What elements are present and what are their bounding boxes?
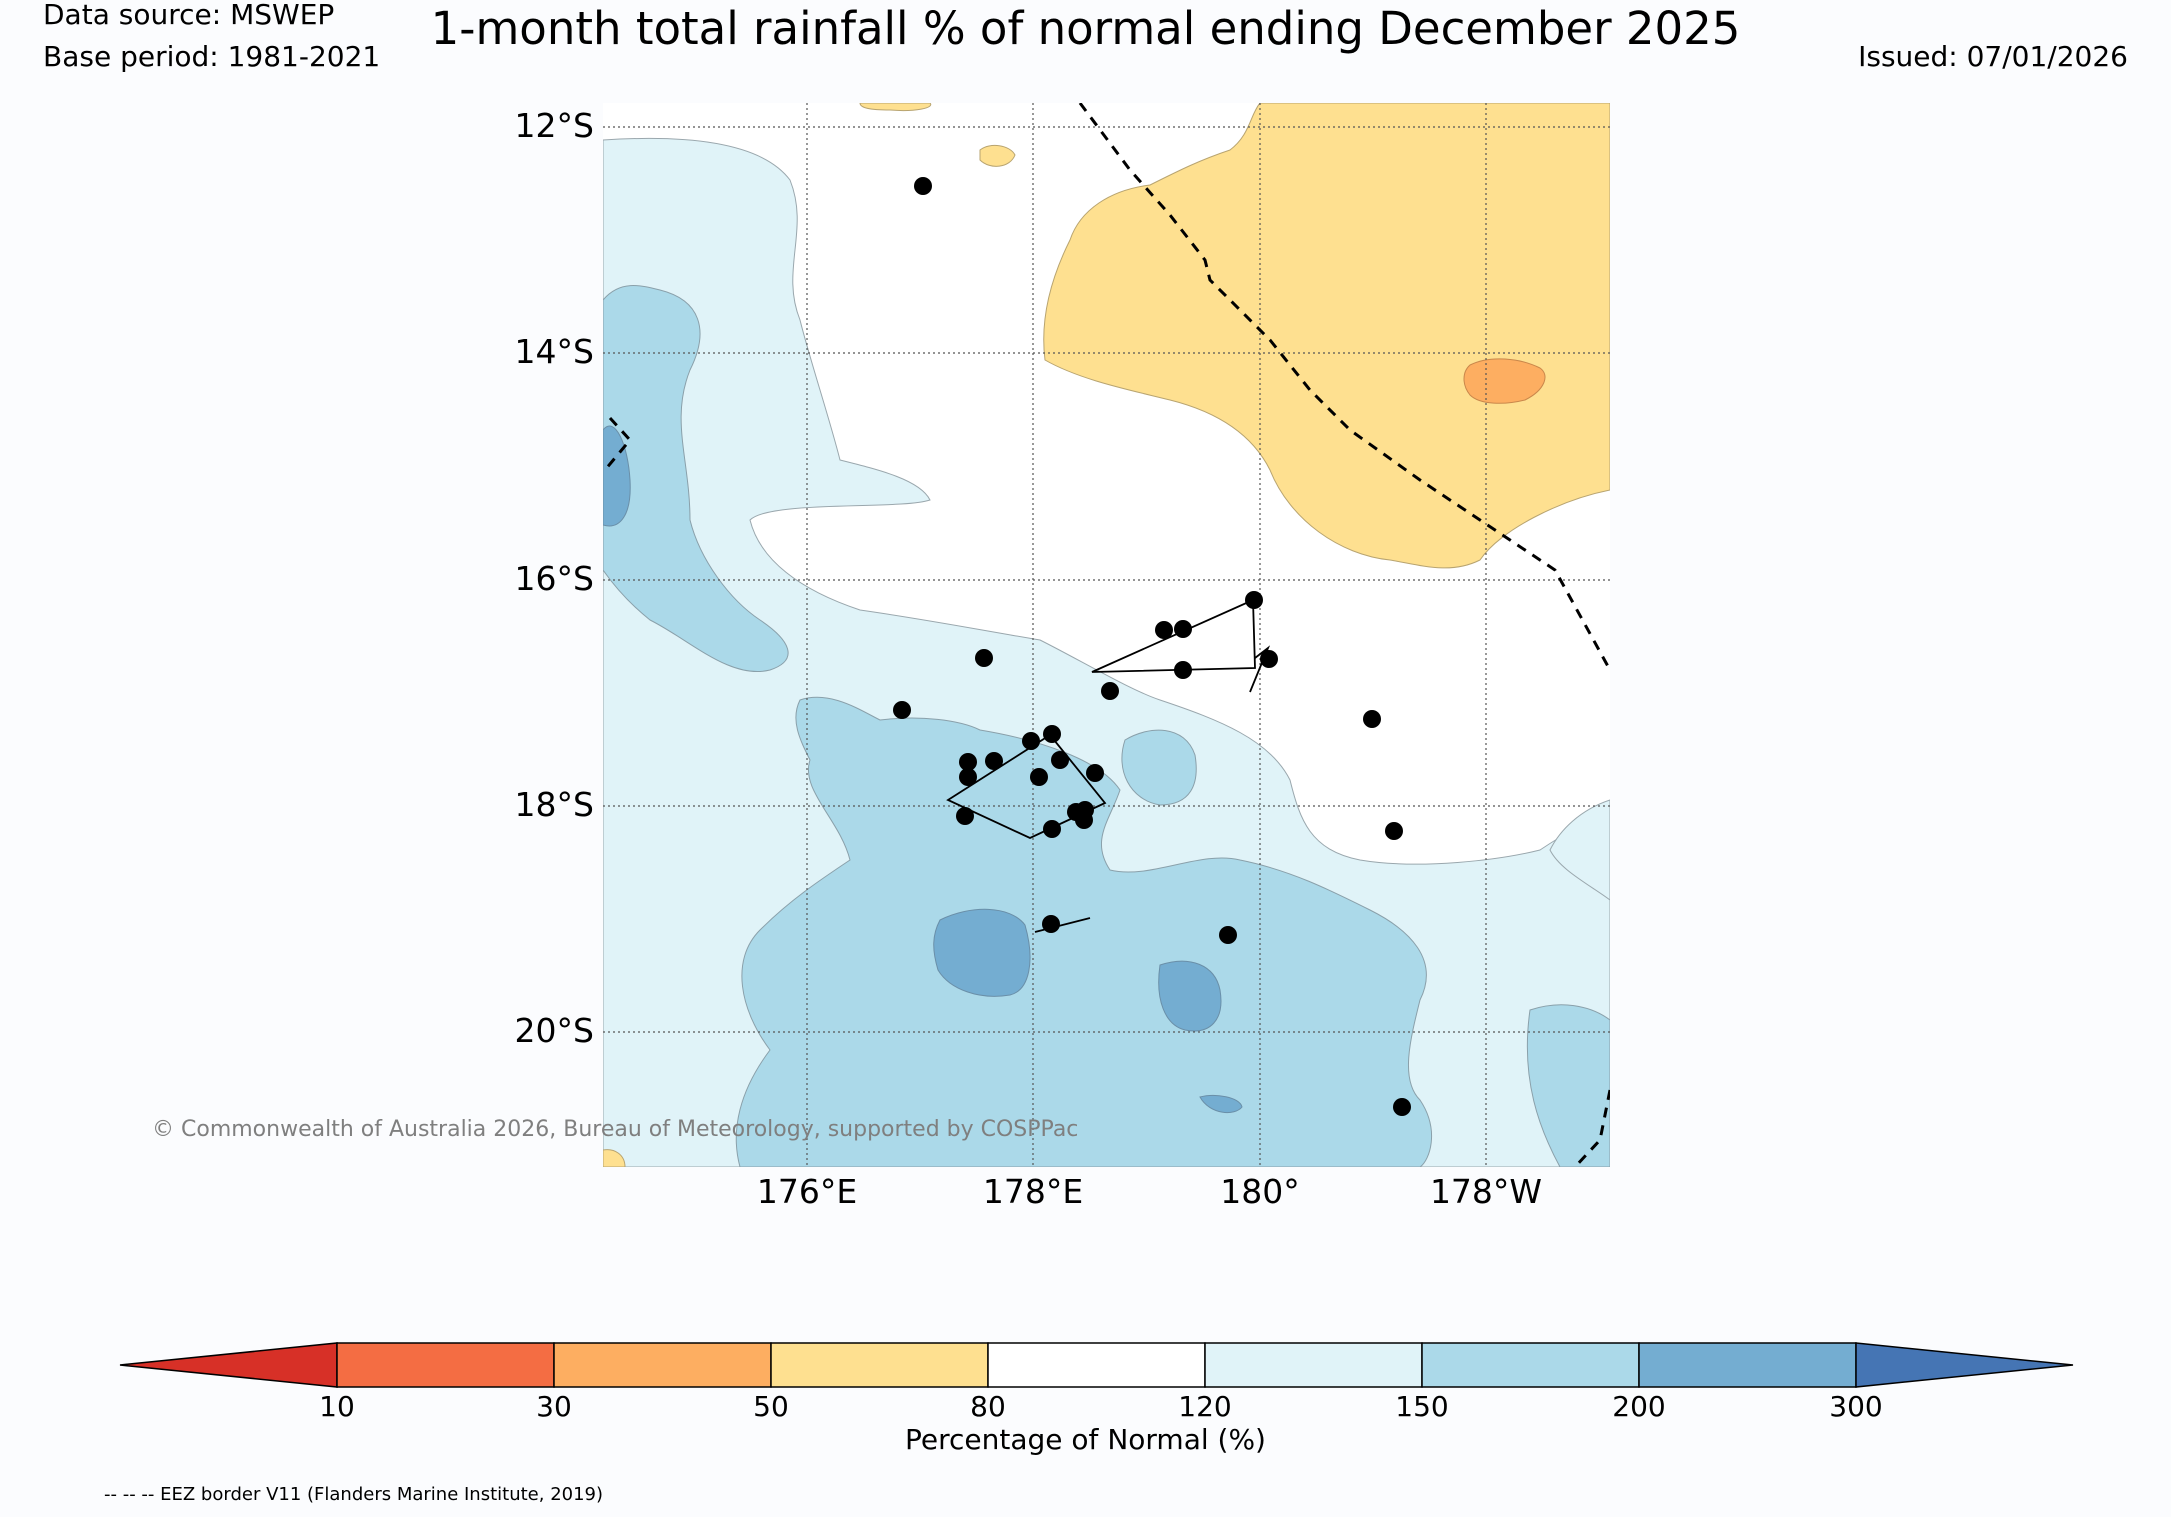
island-marker: [959, 768, 977, 786]
rainfall-zone-120-150-east: [1549, 799, 1610, 901]
island-marker: [1086, 764, 1104, 782]
colorbar-segment-200-300: [1638, 1342, 1857, 1388]
colorbar-segment-80-120: [987, 1342, 1206, 1388]
copyright-credit: © Commonwealth of Australia 2026, Bureau…: [152, 1117, 1079, 1142]
colorbar-extend-high: [1855, 1342, 2074, 1388]
island-marker: [1042, 915, 1060, 933]
island-outline-viti-levu: [946, 733, 1107, 839]
data-source-label: Data source: MSWEP: [43, 0, 335, 31]
island-marker: [985, 752, 1003, 770]
lat-label-12s: 12°S: [514, 106, 594, 145]
island-markers: [893, 177, 1411, 1116]
island-marker: [1155, 621, 1173, 639]
colorbar-tick: 10: [319, 1390, 355, 1423]
rainfall-zone-150-200-east: [1526, 1004, 1610, 1167]
colorbar-tick: 200: [1612, 1390, 1666, 1423]
island-marker: [914, 177, 932, 195]
island-marker: [1260, 650, 1278, 668]
colorbar-tick: 300: [1829, 1390, 1883, 1423]
colorbar-extend-low: [119, 1342, 338, 1388]
island-marker: [1245, 591, 1263, 609]
rainfall-zone-30-50: [1463, 358, 1546, 404]
island-marker: [1075, 811, 1093, 829]
colorbar-segment-30-50: [553, 1342, 772, 1388]
map-gridlines: [603, 103, 1610, 1167]
base-period-label: Base period: 1981-2021: [43, 40, 381, 73]
lat-label-18s: 18°S: [514, 785, 594, 824]
lon-label-176e: 176°E: [756, 1172, 858, 1211]
island-marker: [1219, 926, 1237, 944]
colorbar-tick: 80: [970, 1390, 1006, 1423]
rainfall-zone-150-200-island: [1121, 729, 1197, 806]
colorbar-label: Percentage of Normal (%): [905, 1423, 1266, 1456]
island-outline-taveuni: [1249, 645, 1271, 693]
colorbar-tick: 30: [536, 1390, 572, 1423]
rainfall-zone-50-80-sw: [603, 1149, 626, 1167]
rainfall-zone-50-80-top: [859, 103, 932, 111]
colorbar: [119, 1342, 2074, 1388]
island-marker: [956, 807, 974, 825]
eez-note: -- -- -- EEZ border V11 (Flanders Marine…: [104, 1484, 604, 1505]
colorbar-segment-150-200: [1421, 1342, 1640, 1388]
map-title: 1-month total rainfall % of normal endin…: [430, 2, 1741, 55]
lat-label-20s: 20°S: [514, 1011, 594, 1050]
island-marker: [1043, 820, 1061, 838]
island-marker: [1051, 751, 1069, 769]
eez-border: [1078, 103, 1610, 671]
island-marker: [975, 649, 993, 667]
eez-border-west: [603, 416, 632, 471]
colorbar-tick: 120: [1178, 1390, 1232, 1423]
island-marker: [1022, 732, 1040, 750]
rainfall-zone-150-200-central: [735, 696, 1433, 1167]
colorbar-segment-50-80: [770, 1342, 989, 1388]
rainfall-zone-50-80-small: [979, 144, 1016, 167]
rainfall-zone-150-200-west: [603, 285, 789, 672]
island-marker: [1393, 1098, 1411, 1116]
eez-border-south: [1573, 1089, 1610, 1167]
island-marker: [1385, 822, 1403, 840]
island-marker: [1174, 620, 1192, 638]
colorbar-segment-120-150: [1204, 1342, 1423, 1388]
island-marker: [1174, 661, 1192, 679]
colorbar-tick: 50: [753, 1390, 789, 1423]
colorbar-segment-10-30: [336, 1342, 555, 1388]
rainfall-zone-50-80: [1043, 103, 1610, 569]
rainfall-zone-200-300-south: [1158, 960, 1222, 1032]
island-marker: [959, 753, 977, 771]
island-marker: [1101, 682, 1119, 700]
island-marker: [1363, 710, 1381, 728]
lon-label-180: 180°: [1220, 1172, 1300, 1211]
rainfall-zone-200-300-west: [603, 425, 631, 527]
lat-label-14s: 14°S: [514, 332, 594, 371]
rainfall-zone-200-300-small: [1199, 1094, 1243, 1114]
rainfall-zone-200-300-central: [933, 908, 1031, 997]
island-marker: [1030, 768, 1048, 786]
island-marker: [893, 701, 911, 719]
colorbar-tick: 150: [1395, 1390, 1449, 1423]
rainfall-map: [603, 103, 1610, 1167]
issued-date-label: Issued: 07/01/2026: [1858, 40, 2128, 73]
lon-label-178w: 178°W: [1429, 1172, 1543, 1211]
lon-label-178e: 178°E: [982, 1172, 1084, 1211]
island-marker: [1043, 725, 1061, 743]
lat-label-16s: 16°S: [514, 559, 594, 598]
island-outline-vanua-levu: [1091, 598, 1256, 673]
